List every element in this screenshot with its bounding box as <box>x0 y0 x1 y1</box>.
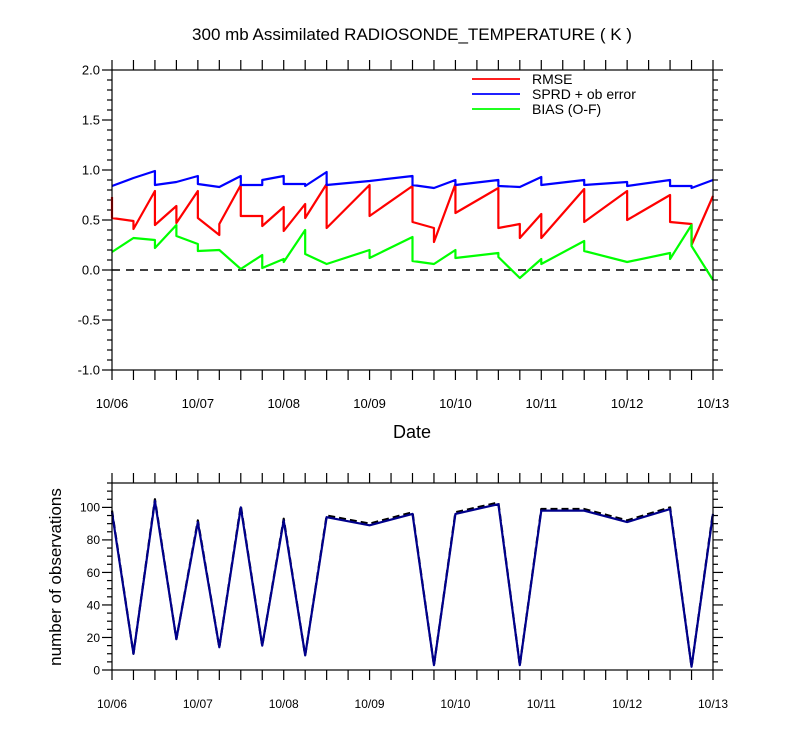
top-plot-frame <box>111 69 714 371</box>
y-tick-label: 40 <box>87 598 101 612</box>
x-tick-label: 10/08 <box>267 396 300 411</box>
y-tick-label: -0.5 <box>78 313 100 328</box>
x-tick-label: 10/10 <box>439 396 472 411</box>
top-chart-panel: 300 mb Assimilated RADIOSONDE_TEMPERATUR… <box>78 25 730 442</box>
y-tick-label: 0.0 <box>82 263 100 278</box>
legend-label: RMSE <box>532 71 572 87</box>
x-tick-label: 10/09 <box>353 396 386 411</box>
x-tick-label: 10/09 <box>355 697 385 711</box>
bottom-x-tick-labels: 10/06 10/07 10/08 10/09 10/10 10/11 10/12 10/13 <box>97 697 728 711</box>
y-tick-label: 2.0 <box>82 63 100 78</box>
x-axis-label: Date <box>393 422 431 442</box>
x-tick-label: 10/12 <box>612 697 642 711</box>
y-tick-label: 1.0 <box>82 163 100 178</box>
legend-label: BIAS (O-F) <box>532 101 601 117</box>
chart-title: 300 mb Assimilated RADIOSONDE_TEMPERATUR… <box>192 25 632 44</box>
x-tick-label: 10/10 <box>440 697 470 711</box>
bottom-chart-panel: number of observations 0 20 40 60 80 100 10/0… <box>46 473 728 711</box>
x-tick-label: 10/07 <box>182 396 215 411</box>
bottom-y-tick-labels: 0 20 40 60 80 100 <box>80 501 100 678</box>
y-tick-label: -1.0 <box>78 363 100 378</box>
top-x-tick-labels: 10/06 10/07 10/08 10/09 10/10 10/11 10/12 10/13 <box>96 396 730 411</box>
y-tick-label: 0.5 <box>82 213 100 228</box>
y-tick-label: 0 <box>93 663 100 677</box>
series-line-possible <box>110 498 715 668</box>
y-tick-label: 1.5 <box>82 113 100 128</box>
x-tick-label: 10/06 <box>96 396 129 411</box>
top-tick-marks <box>102 60 723 380</box>
bottom-series-lines <box>110 498 715 668</box>
x-tick-label: 10/06 <box>97 697 127 711</box>
x-tick-label: 10/12 <box>611 396 644 411</box>
top-series-lines <box>110 169 715 281</box>
x-tick-label: 10/11 <box>527 697 556 711</box>
series-line-rmse <box>110 182 715 247</box>
y-tick-label: 80 <box>87 533 101 547</box>
x-tick-label: 10/07 <box>183 697 213 711</box>
x-tick-label: 10/08 <box>269 697 299 711</box>
top-y-tick-labels: -1.0 -0.5 0.0 0.5 1.0 1.5 2.0 <box>78 63 100 378</box>
x-tick-label: 10/13 <box>697 396 730 411</box>
bottom-plot-frame <box>111 482 714 671</box>
y-axis-label: number of observations <box>46 488 65 666</box>
x-tick-label: 10/13 <box>698 697 728 711</box>
y-tick-label: 100 <box>80 501 100 515</box>
y-tick-label: 20 <box>87 631 101 645</box>
series-line-sprd-ob-error <box>111 169 714 190</box>
x-tick-label: 10/11 <box>525 396 557 411</box>
legend-label: SPRD + ob error <box>532 86 636 102</box>
series-line-bias-o-f <box>111 223 714 281</box>
bottom-tick-marks <box>102 473 723 680</box>
y-tick-label: 60 <box>87 566 101 580</box>
series-line-assimilated <box>110 499 715 668</box>
